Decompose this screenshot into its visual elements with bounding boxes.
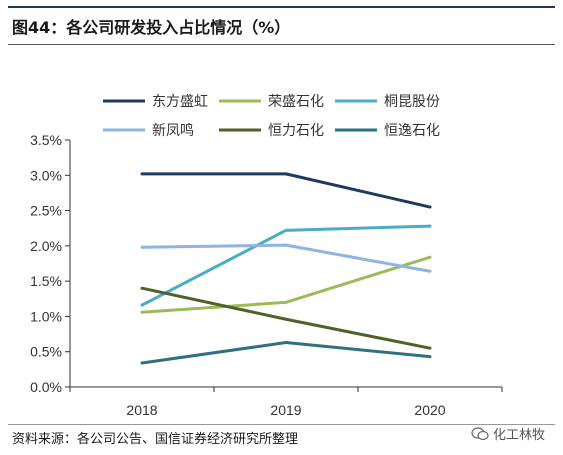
figure-title: 图44：各公司研发投入占比情况（%） [12,18,291,37]
data-point [428,355,432,359]
watermark-text: 化工林牧 [492,428,545,443]
y-tick-label: 1.0% [30,308,62,324]
wechat-icon [471,426,489,440]
series-line [141,341,431,365]
y-tick-label: 1.5% [30,273,62,289]
data-point [428,269,432,273]
data-point [140,245,144,249]
series-line [142,172,431,209]
data-point [284,300,288,304]
legend-label: 恒力石化 [268,123,324,139]
y-tick-label: 2.0% [30,238,62,254]
x-axis: 2018 2019 2020 [69,386,503,418]
x-tick-label: 2018 [126,402,157,418]
data-point [140,310,144,314]
title-divider [8,44,555,45]
data-point [284,341,288,345]
data-point [428,346,432,350]
y-tick-label: 2.5% [30,203,62,219]
y-tick-label: 3.0% [30,167,62,183]
y-tick-label: 0.5% [30,344,62,360]
legend-label: 桐昆股份 [384,94,440,110]
y-tick-label: 0.0% [30,379,62,395]
data-point [140,286,144,290]
y-axis: 0.0% 0.5% 1.0% 1.5% 2.0% 2.5% 3.0% 3.5% [30,132,71,395]
data-point [284,317,288,321]
data-point [284,172,288,176]
source-note: 资料来源：各公司公告、国信证券经济研究所整理 [12,432,299,447]
data-point [428,224,432,228]
data-point [140,303,144,307]
y-tick-label: 3.5% [30,132,62,148]
series-line [141,255,431,314]
data-point [284,243,288,247]
data-point [428,205,432,209]
watermark: 化工林牧 [471,424,545,443]
legend-label: 新凤鸣 [152,122,194,139]
footer-divider [8,424,555,425]
data-point [140,172,144,176]
legend-label: 东方盛虹 [152,94,208,110]
data-point [428,255,432,259]
series-line [141,243,431,273]
x-tick-label: 2019 [270,402,301,418]
data-point [284,228,288,232]
legend-label: 恒逸石化 [384,123,440,139]
x-tick-label: 2020 [414,402,445,418]
top-border [8,6,555,8]
series-lines [140,172,432,365]
data-point [140,361,144,365]
series-line [141,224,431,307]
legend-label: 荣盛石化 [268,94,324,110]
